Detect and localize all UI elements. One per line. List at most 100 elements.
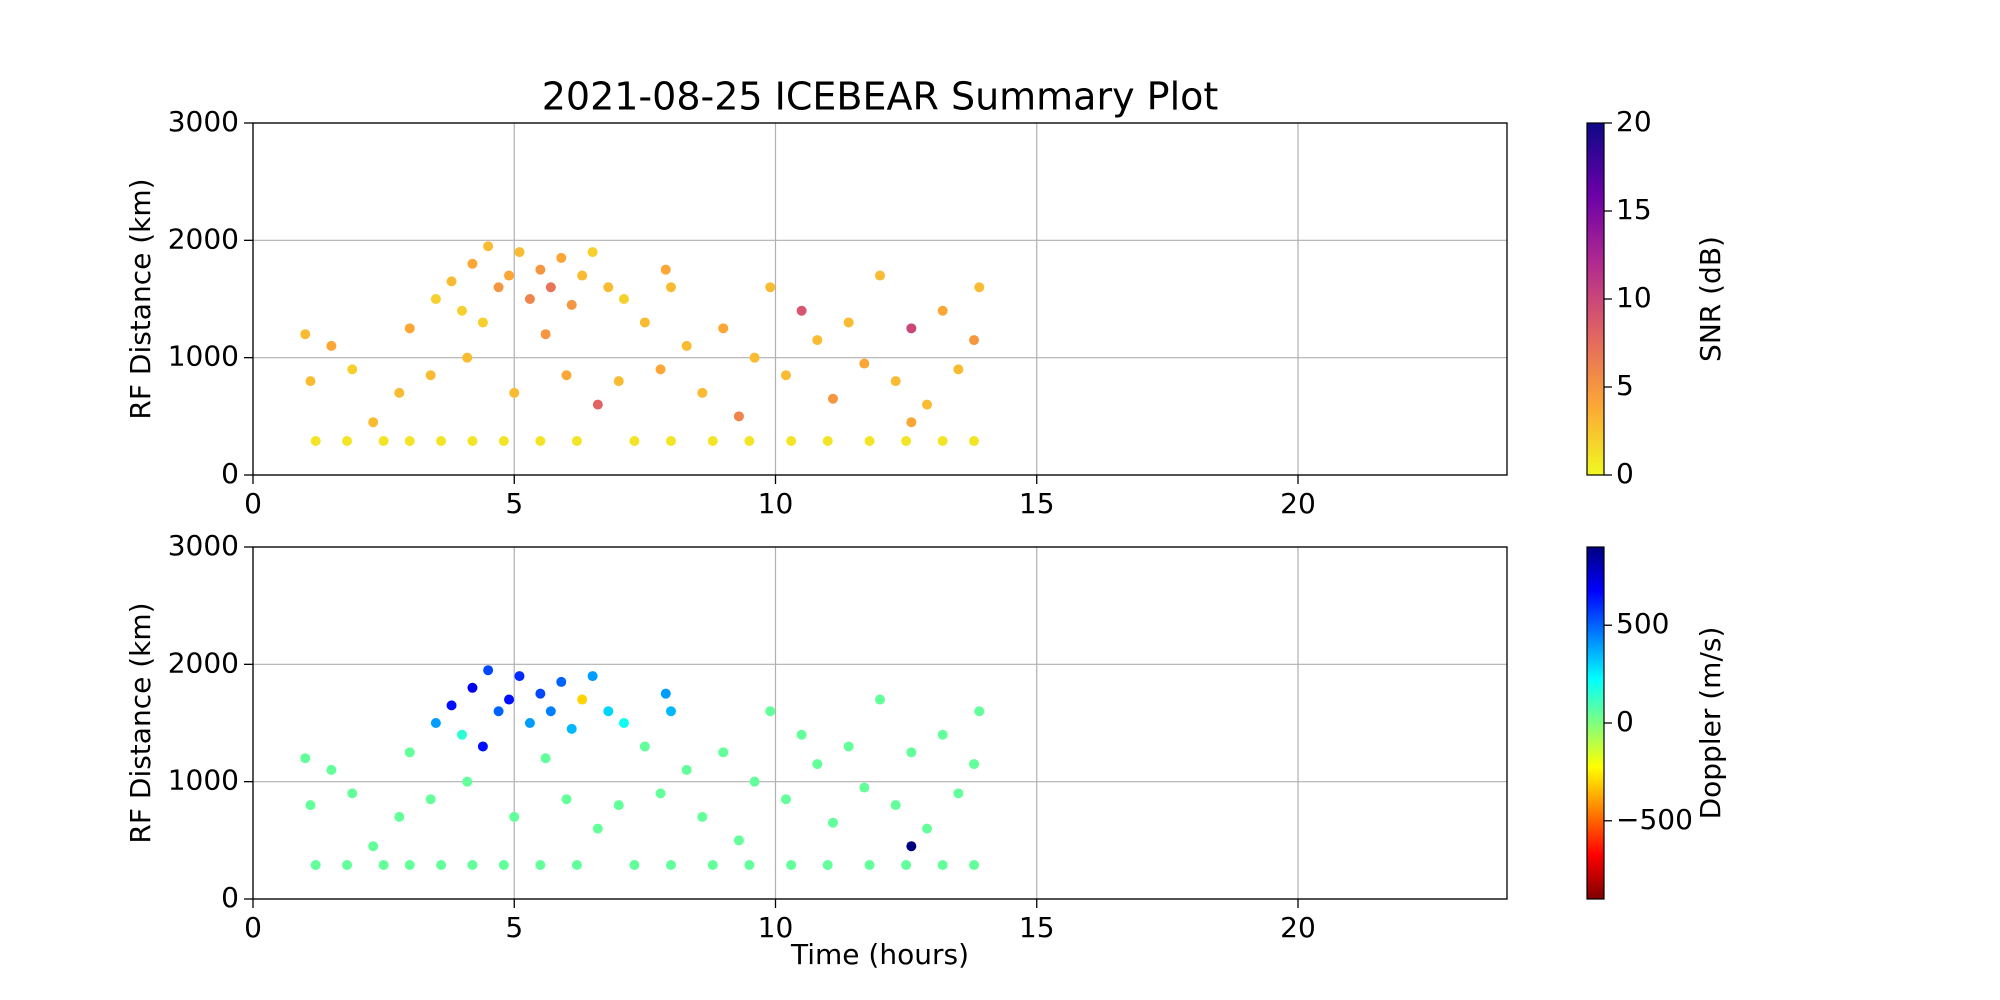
data-point <box>796 729 807 740</box>
data-point <box>556 252 567 263</box>
data-point <box>666 282 676 293</box>
data-point <box>937 859 948 870</box>
data-point <box>786 859 797 870</box>
chart-title: 2021-08-25 ICEBEAR Summary Plot <box>542 75 1219 119</box>
data-point <box>749 776 760 787</box>
data-point <box>822 435 833 446</box>
colorbar-tick-label: 5 <box>1616 369 1634 402</box>
data-point <box>524 718 535 728</box>
data-point <box>613 800 624 811</box>
data-point <box>587 671 598 682</box>
data-point <box>707 859 718 870</box>
data-point <box>493 706 504 717</box>
data-point <box>446 276 457 287</box>
data-point <box>969 435 980 446</box>
data-point <box>843 741 854 752</box>
data-point <box>666 435 676 446</box>
data-point <box>498 435 509 446</box>
data-point <box>571 435 582 446</box>
data-point <box>378 435 389 446</box>
data-point <box>812 759 823 770</box>
x-tick-label: 0 <box>244 487 262 520</box>
data-point <box>629 435 640 446</box>
data-point <box>969 335 980 346</box>
y-tick-label: 1000 <box>168 764 239 797</box>
data-point <box>859 358 870 369</box>
x-tick-label: 15 <box>1019 911 1055 944</box>
data-point <box>535 435 546 446</box>
data-point <box>446 700 457 711</box>
data-point <box>457 729 467 740</box>
colorbar <box>1586 546 1605 900</box>
data-point <box>310 435 321 446</box>
y-tick-label: 2000 <box>168 646 239 679</box>
data-point <box>404 323 415 334</box>
data-point <box>697 811 708 822</box>
x-tick-label: 5 <box>505 487 523 520</box>
data-point <box>498 859 509 870</box>
data-point <box>666 859 676 870</box>
data-point <box>577 270 588 281</box>
data-point <box>347 364 358 375</box>
data-point <box>540 753 551 764</box>
data-point <box>394 387 405 398</box>
data-point <box>906 747 917 758</box>
x-tick-label: 5 <box>505 911 523 944</box>
colorbar-label: Doppler (m/s) <box>1694 627 1727 820</box>
data-point <box>535 264 546 275</box>
x-tick-label: 20 <box>1280 911 1316 944</box>
data-point <box>310 859 321 870</box>
colorbar-label: SNR (dB) <box>1694 236 1727 362</box>
data-point <box>875 270 885 281</box>
data-point <box>561 794 572 805</box>
x-tick-label: 15 <box>1019 487 1055 520</box>
data-point <box>749 352 760 363</box>
data-point <box>937 729 948 740</box>
plot-frame <box>252 122 1508 476</box>
y-tick-label: 3000 <box>168 529 239 562</box>
data-point <box>843 317 854 328</box>
data-point <box>639 741 650 752</box>
data-point <box>733 835 744 846</box>
data-point <box>477 317 488 328</box>
data-point <box>974 706 985 717</box>
data-point <box>504 694 515 705</box>
data-point <box>571 859 582 870</box>
data-point <box>430 294 441 304</box>
data-point <box>953 364 964 375</box>
data-point <box>483 241 494 252</box>
data-point <box>618 718 629 728</box>
data-point <box>561 370 572 381</box>
y-tick-label: 2000 <box>168 222 239 255</box>
colorbar-tick-label: −500 <box>1616 803 1693 836</box>
data-point <box>577 694 588 705</box>
data-point <box>462 352 473 363</box>
data-point <box>922 399 933 410</box>
data-point <box>780 794 791 805</box>
data-point <box>545 282 556 293</box>
data-point <box>436 435 447 446</box>
data-point <box>707 435 718 446</box>
data-point <box>718 747 729 758</box>
data-point <box>404 859 415 870</box>
data-point <box>744 435 755 446</box>
x-axis-label: Time (hours) <box>790 938 969 971</box>
data-point <box>404 747 415 758</box>
data-point <box>655 788 666 799</box>
y-tick-label: 3000 <box>168 105 239 138</box>
data-point <box>467 258 478 269</box>
data-point <box>493 282 504 293</box>
data-point <box>822 859 833 870</box>
data-point <box>524 294 535 304</box>
data-point <box>697 387 708 398</box>
data-point <box>566 723 577 734</box>
data-point <box>305 376 316 387</box>
data-point <box>603 282 614 293</box>
data-point <box>592 399 603 410</box>
colorbar <box>1586 122 1605 476</box>
data-point <box>425 370 436 381</box>
data-point <box>592 823 603 834</box>
data-point <box>765 282 776 293</box>
data-point <box>436 859 447 870</box>
data-point <box>901 435 912 446</box>
